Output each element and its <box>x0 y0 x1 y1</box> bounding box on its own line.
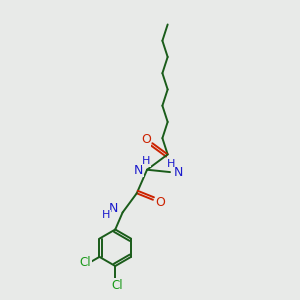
Text: H: H <box>142 157 151 166</box>
Text: H: H <box>102 210 111 220</box>
Text: N: N <box>134 164 143 177</box>
Text: H: H <box>167 159 175 169</box>
Text: Cl: Cl <box>80 256 91 269</box>
Text: N: N <box>174 166 184 179</box>
Text: O: O <box>141 133 151 146</box>
Text: Cl: Cl <box>112 279 123 292</box>
Text: N: N <box>109 202 118 215</box>
Text: O: O <box>155 196 165 208</box>
